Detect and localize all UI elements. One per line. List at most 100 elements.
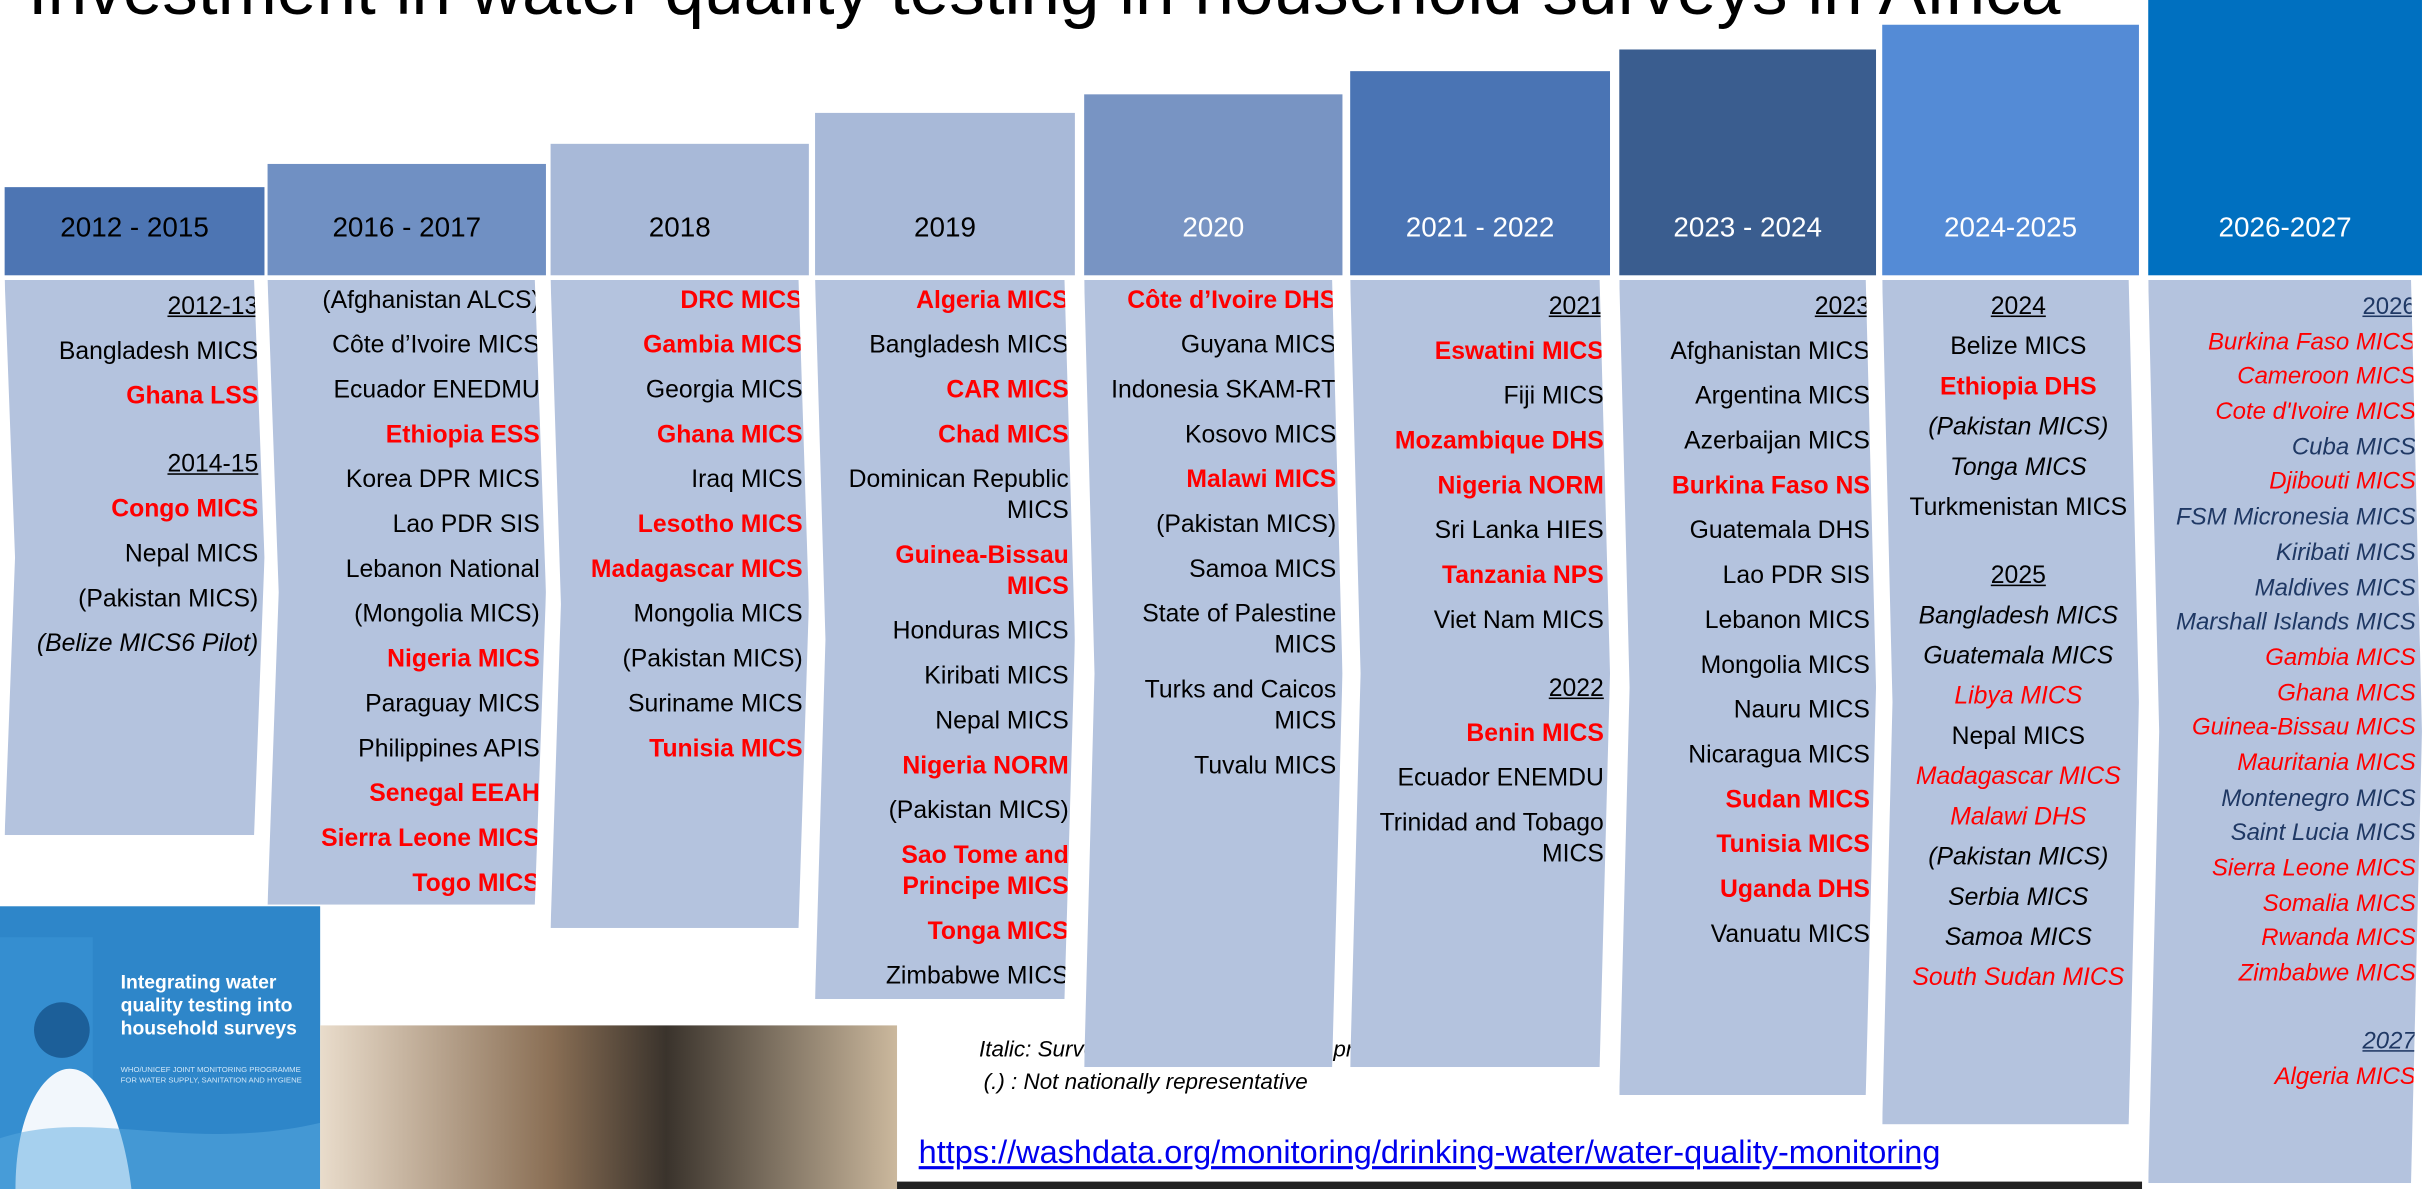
survey-entry: Nigeria MICS bbox=[289, 645, 540, 676]
survey-entry: Sierra Leone MICS bbox=[2170, 854, 2416, 885]
survey-entry: (Pakistan MICS) bbox=[1904, 413, 2133, 444]
survey-entry: Malawi MICS bbox=[1106, 466, 1336, 497]
survey-entry: Sudan MICS bbox=[1641, 786, 1870, 817]
survey-entry: South Sudan MICS bbox=[1904, 964, 2133, 995]
survey-entry: Ethiopia DHS bbox=[1904, 373, 2133, 404]
survey-entry: (Pakistan MICS) bbox=[1106, 510, 1336, 541]
survey-entry: Mongolia MICS bbox=[572, 600, 802, 631]
survey-entry: 2014-15 bbox=[26, 450, 258, 481]
survey-entry: Lao PDR SIS bbox=[1641, 561, 1870, 592]
survey-entry: 2026 bbox=[2170, 292, 2416, 323]
column-header: 2021 - 2022 bbox=[1350, 71, 1610, 275]
survey-entry: Sierra Leone MICS bbox=[289, 824, 540, 855]
survey-entry: Tunisia MICS bbox=[1641, 831, 1870, 862]
survey-entry: Burkina Faso NS bbox=[1641, 472, 1870, 503]
survey-entry: Ghana LSS bbox=[26, 382, 258, 413]
column-body: Algeria MICSBangladesh MICSCAR MICSChad … bbox=[815, 280, 1075, 999]
survey-column: 2024-20252024Belize MICSEthiopia DHS(Pak… bbox=[1882, 0, 2142, 1189]
survey-entry: 2023 bbox=[1641, 292, 1870, 323]
survey-entry: Eswatini MICS bbox=[1372, 337, 1604, 368]
column-header: 2023 - 2024 bbox=[1619, 49, 1876, 275]
survey-list: Algeria MICSBangladesh MICSCAR MICSChad … bbox=[837, 286, 1069, 1007]
survey-list: 2012-13Bangladesh MICSGhana LSS2014-15Co… bbox=[26, 286, 258, 674]
survey-entry: 2024 bbox=[1904, 292, 2133, 323]
survey-entry: (Belize MICS6 Pilot) bbox=[26, 629, 258, 660]
column-header: 2019 bbox=[815, 113, 1075, 275]
survey-entry: Senegal EEAH bbox=[289, 779, 540, 810]
survey-entry: Vanuatu MICS bbox=[1641, 920, 1870, 951]
survey-entry: DRC MICS bbox=[572, 286, 802, 317]
survey-entry: Libya MICS bbox=[1904, 682, 2133, 713]
survey-column: 2019Algeria MICSBangladesh MICSCAR MICSC… bbox=[815, 0, 1078, 1189]
survey-entry: Lao PDR SIS bbox=[289, 510, 540, 541]
survey-entry: Mozambique DHS bbox=[1372, 427, 1604, 458]
survey-entry: Lesotho MICS bbox=[572, 510, 802, 541]
survey-entry: Togo MICS bbox=[289, 869, 540, 900]
survey-entry: Benin MICS bbox=[1372, 719, 1604, 750]
survey-entry: Iraq MICS bbox=[572, 466, 802, 497]
survey-entry: Serbia MICS bbox=[1904, 883, 2133, 914]
survey-entry: FSM Micronesia MICS bbox=[2170, 503, 2416, 534]
survey-entry: Trinidad and Tobago MICS bbox=[1372, 809, 1604, 871]
survey-entry: Tonga MICS bbox=[1904, 453, 2133, 484]
survey-entry: State of Palestine MICS bbox=[1106, 600, 1336, 662]
survey-entry: Zimbabwe MICS bbox=[2170, 959, 2416, 990]
survey-list: (Afghanistan ALCS)Côte d’Ivoire MICSEcua… bbox=[289, 286, 540, 914]
survey-entry: Bangladesh MICS bbox=[837, 331, 1069, 362]
survey-entry: Madagascar MICS bbox=[1904, 762, 2133, 793]
survey-entry: Guatemala MICS bbox=[1904, 642, 2133, 673]
survey-entry: Saint Lucia MICS bbox=[2170, 819, 2416, 850]
survey-entry: Congo MICS bbox=[26, 495, 258, 526]
survey-entry: Algeria MICS bbox=[2170, 1062, 2416, 1093]
survey-entry: Chad MICS bbox=[837, 421, 1069, 452]
survey-entry: Guatemala DHS bbox=[1641, 517, 1870, 548]
column-header: 2024-2025 bbox=[1882, 25, 2139, 276]
survey-entry: Ecuador ENEDMU bbox=[289, 376, 540, 407]
survey-entry: Turkmenistan MICS bbox=[1904, 493, 2133, 524]
survey-entry: Turks and Caicos MICS bbox=[1106, 676, 1336, 738]
survey-entry: Gambia MICS bbox=[572, 331, 802, 362]
survey-entry: Lebanon National bbox=[289, 555, 540, 586]
survey-entry: Viet Nam MICS bbox=[1372, 606, 1604, 637]
survey-entry: 2027 bbox=[2170, 1027, 2416, 1058]
survey-entry: Gambia MICS bbox=[2170, 643, 2416, 674]
survey-entry: Nepal MICS bbox=[26, 540, 258, 571]
column-header: 2018 bbox=[551, 144, 809, 275]
survey-entry: Mongolia MICS bbox=[1641, 651, 1870, 682]
column-body: DRC MICSGambia MICSGeorgia MICSGhana MIC… bbox=[551, 280, 809, 928]
survey-entry: Mauritania MICS bbox=[2170, 748, 2416, 779]
survey-entry: Nigeria NORM bbox=[1372, 472, 1604, 503]
survey-entry: Philippines APIS bbox=[289, 735, 540, 766]
survey-entry: Cameroon MICS bbox=[2170, 362, 2416, 393]
column-header: 2016 - 2017 bbox=[268, 164, 546, 275]
survey-entry: Ethiopia ESS bbox=[289, 421, 540, 452]
survey-entry: Kiribati MICS bbox=[2170, 538, 2416, 569]
survey-entry: Zimbabwe MICS bbox=[837, 962, 1069, 993]
survey-entry: Sao Tome and Principe MICS bbox=[837, 841, 1069, 903]
column-body: 2024Belize MICSEthiopia DHS(Pakistan MIC… bbox=[1882, 280, 2139, 1124]
survey-entry: (Afghanistan ALCS) bbox=[289, 286, 540, 317]
column-body: Côte d’Ivoire DHSGuyana MICSIndonesia SK… bbox=[1084, 280, 1342, 1067]
survey-entry: Uganda DHS bbox=[1641, 875, 1870, 906]
survey-entry: (Pakistan MICS) bbox=[26, 585, 258, 616]
survey-entry: Cote d'Ivoire MICS bbox=[2170, 398, 2416, 429]
survey-entry: Guyana MICS bbox=[1106, 331, 1336, 362]
survey-entry: Afghanistan MICS bbox=[1641, 337, 1870, 368]
survey-entry: 2012-13 bbox=[26, 292, 258, 323]
survey-entry: Guinea-Bissau MICS bbox=[837, 541, 1069, 603]
survey-entry: Malawi DHS bbox=[1904, 803, 2133, 834]
